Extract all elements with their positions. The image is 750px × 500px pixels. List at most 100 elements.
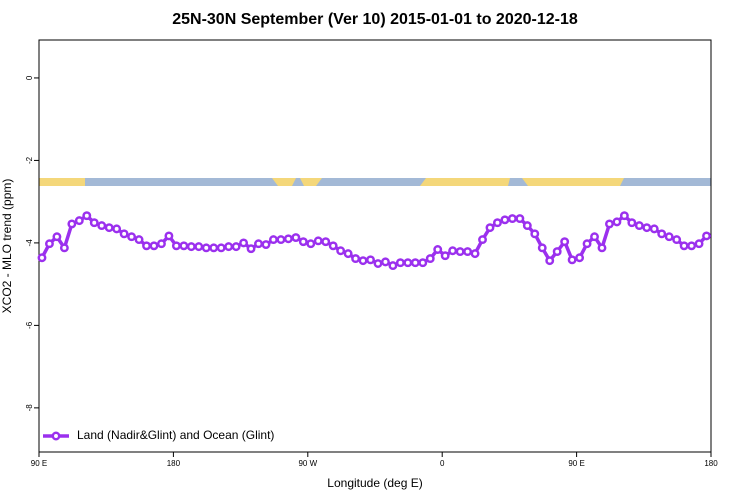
data-point [351,254,361,264]
data-point [702,231,711,241]
data-point [74,216,84,226]
data-point [440,251,450,261]
data-point [642,223,652,233]
data-point [119,229,129,239]
x-tick-label: 90 E [31,459,47,468]
data-point [694,239,704,249]
data-point [687,241,697,251]
data-point [455,247,465,257]
data-point [567,255,577,265]
data-point [425,254,435,264]
data-point [261,240,271,250]
data-point [515,214,525,224]
data-point [37,253,47,263]
data-point [679,241,689,251]
data-point [134,235,144,245]
data-point [157,239,166,249]
data-point [522,221,532,231]
data-point [186,242,196,252]
y-axis-label: XCO2 - MLO trend (ppm) [0,179,14,314]
y-tick-label: -6 [25,321,34,329]
data-point [403,258,413,268]
data-point [224,242,234,252]
data-point [634,221,644,231]
data-point [664,232,674,242]
data-point [82,211,92,221]
data-point [552,247,562,257]
legend-label: Land (Nadir&Glint) and Ocean (Glint) [77,428,274,442]
data-point [246,244,256,254]
y-tick-label: -2 [25,156,34,164]
data-point [410,258,420,268]
x-tick-label: 90 E [568,459,584,468]
data-point [657,229,667,239]
data-point [306,239,316,249]
data-point [127,232,137,242]
data-point [239,238,249,248]
data-point [358,256,368,266]
y-tick-label: -4 [25,239,34,247]
data-point [89,218,99,228]
data-point [507,214,517,224]
data-point [590,232,599,242]
x-tick-label: 90 W [298,459,317,468]
data-point [612,217,622,227]
data-point [470,249,480,259]
data-point [343,249,353,259]
data-point [194,242,204,252]
data-point [537,243,547,253]
data-point [209,243,219,253]
data-point [366,255,375,265]
x-tick-label: 180 [704,459,718,468]
data-point [328,241,338,251]
data-point [560,237,570,247]
data-point [201,243,211,253]
data-point [545,256,555,266]
data-point [395,258,405,268]
data-point [149,241,159,251]
data-point [298,237,308,247]
data-point [59,243,69,253]
data-point [672,235,682,245]
data-point [97,221,107,231]
data-point [52,232,62,242]
data-point [231,242,241,252]
data-point [45,239,54,249]
data-point [463,247,473,257]
data-point [597,243,607,253]
data-point [164,231,174,241]
data-point [418,258,428,268]
data-point [373,259,383,268]
data-point [67,219,77,229]
data-point [433,245,443,254]
data-point [313,236,323,246]
data-point [478,235,487,245]
data-point [493,218,502,228]
y-tick-label: -8 [25,404,34,412]
data-point [530,229,540,239]
land-ocean-band [39,178,711,186]
data-point [381,257,390,267]
plot-frame [38,39,712,453]
data-point [104,223,114,233]
data-point [582,239,592,249]
data-point [500,215,510,225]
data-point [112,224,122,234]
data-point [575,253,585,263]
data-point [179,241,189,251]
data-point [649,224,659,234]
data-point [171,241,181,251]
x-tick-label: 0 [440,459,445,468]
data-point [216,243,226,253]
data-point [448,246,458,256]
data-point [336,246,346,256]
data-point [269,235,278,245]
legend-marker [51,431,61,441]
data-point [142,241,151,251]
y-tick-label: 0 [25,75,34,80]
data-point [291,233,301,242]
data-point [627,218,637,228]
data-point [485,223,495,233]
data-point [619,211,629,221]
